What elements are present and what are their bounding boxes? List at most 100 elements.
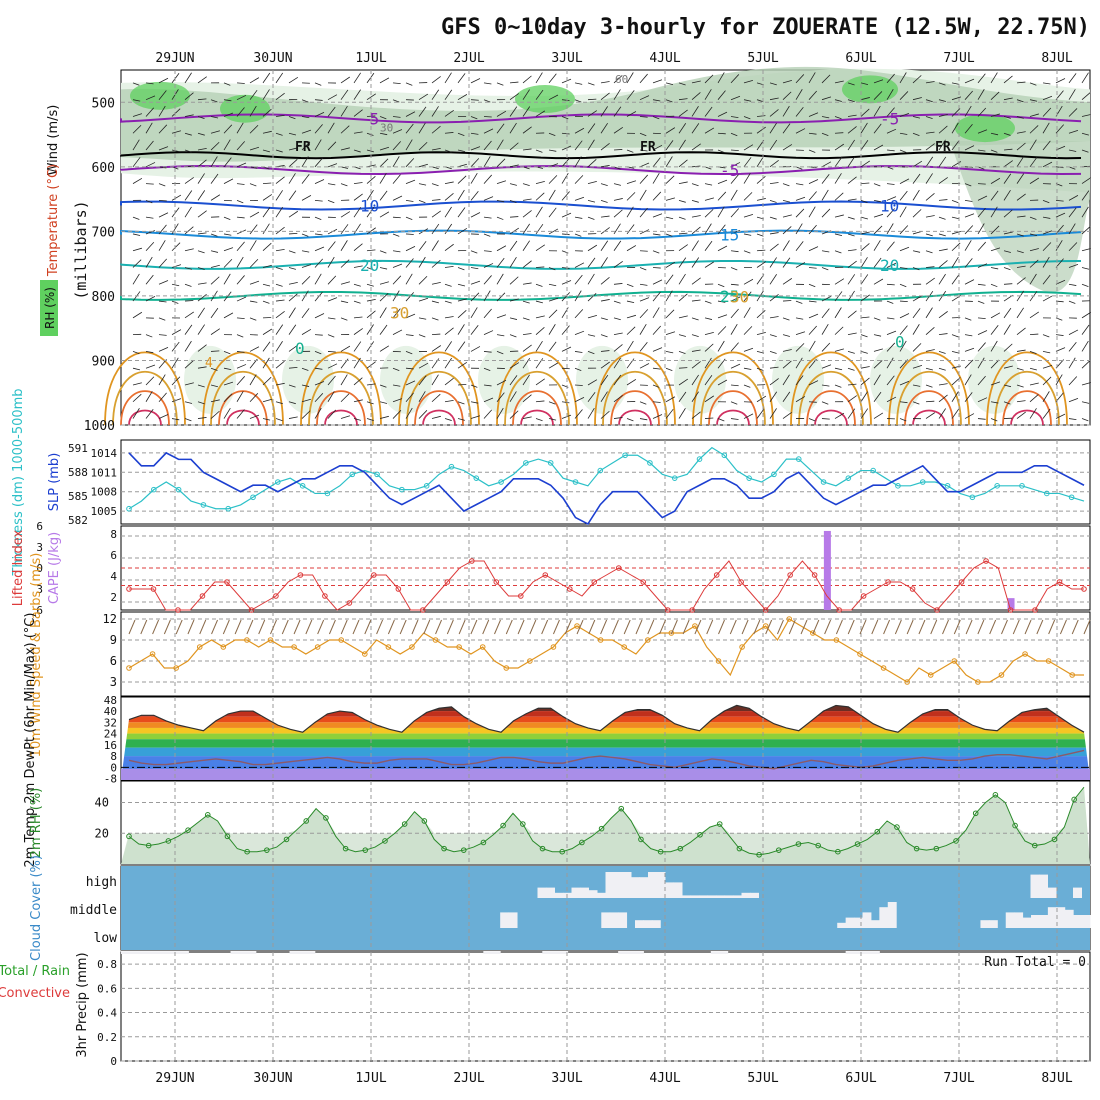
wind-barb bbox=[444, 223, 453, 235]
thickness-line-point bbox=[547, 460, 554, 466]
wind-barb bbox=[470, 132, 479, 135]
wind-barb bbox=[938, 216, 946, 220]
wind-barb bbox=[730, 418, 739, 420]
thickness-line-point bbox=[1019, 483, 1025, 489]
wind-barb bbox=[587, 351, 595, 355]
wind-barb bbox=[483, 330, 494, 336]
wind-barb bbox=[808, 149, 816, 153]
wind-barb bbox=[548, 362, 559, 369]
lifted-index-line-point bbox=[762, 607, 769, 613]
warm-contour bbox=[912, 409, 946, 426]
wind-barb bbox=[301, 410, 311, 419]
wind-barb bbox=[769, 257, 777, 268]
wind-barb bbox=[600, 374, 609, 386]
wind-barb bbox=[873, 391, 882, 402]
cape-bar bbox=[823, 530, 831, 610]
wind-barb bbox=[418, 141, 428, 151]
thickness-line-point bbox=[895, 483, 901, 489]
wind-barb bbox=[470, 99, 479, 101]
wind-barb bbox=[834, 348, 844, 352]
wind-barb bbox=[860, 334, 868, 338]
wind-barb bbox=[574, 262, 585, 268]
wind-barb bbox=[613, 394, 623, 403]
wind-barb bbox=[1081, 382, 1091, 386]
wind-barb bbox=[769, 294, 779, 302]
wind-barb bbox=[886, 241, 895, 251]
wind-barb bbox=[327, 200, 335, 204]
wind-barb bbox=[639, 189, 647, 201]
warm-contour bbox=[210, 371, 276, 426]
wind-barb bbox=[652, 233, 661, 236]
wind-barb bbox=[366, 207, 375, 218]
wind-barb bbox=[899, 380, 910, 386]
wind-barb bbox=[444, 193, 454, 201]
wind-barb-10m bbox=[694, 619, 702, 635]
wind-barb bbox=[223, 233, 232, 236]
thickness-line-point bbox=[994, 483, 1000, 489]
wind-barb bbox=[145, 296, 156, 302]
wind-barb bbox=[223, 407, 231, 419]
wind-barb bbox=[457, 94, 468, 101]
wind-barb bbox=[626, 300, 635, 304]
wind-barb bbox=[327, 241, 336, 251]
wind-barb bbox=[691, 411, 701, 419]
wind-barb bbox=[535, 300, 543, 304]
wind-barb bbox=[184, 283, 192, 287]
wind-speed-line-point bbox=[833, 637, 840, 643]
wind-barb bbox=[314, 246, 325, 252]
cloud-bar bbox=[733, 895, 742, 898]
wind-barb bbox=[600, 299, 610, 302]
wind-barb bbox=[678, 334, 686, 337]
wind-barb bbox=[132, 99, 141, 102]
wind-barb bbox=[860, 231, 870, 235]
wind-barb bbox=[782, 360, 792, 369]
wind-barb bbox=[808, 283, 816, 288]
wind-barb bbox=[262, 89, 270, 100]
wind-barb bbox=[860, 408, 869, 419]
wind-barb bbox=[1068, 341, 1077, 352]
wind-barb bbox=[288, 250, 296, 254]
wind-barb bbox=[613, 166, 621, 170]
cloud-bar bbox=[1073, 915, 1083, 928]
wind-barb bbox=[730, 342, 739, 352]
wind-barb bbox=[327, 106, 336, 117]
wind-barb bbox=[444, 72, 452, 84]
wind-barb bbox=[483, 409, 492, 419]
wind-barb bbox=[782, 123, 791, 134]
wind-barb-10m bbox=[635, 619, 643, 635]
wind-barb bbox=[730, 174, 739, 184]
rh-line-point bbox=[657, 848, 664, 855]
wind-barb bbox=[639, 323, 647, 335]
wind-barb-10m bbox=[435, 619, 443, 635]
wind-barb bbox=[262, 194, 273, 201]
wind-barb bbox=[535, 149, 543, 153]
rh-line-point bbox=[677, 845, 684, 852]
wind-barb bbox=[314, 139, 322, 151]
wind-barb bbox=[184, 92, 194, 100]
wind-barb bbox=[821, 418, 830, 420]
wind-barb bbox=[951, 82, 960, 85]
wind-barb bbox=[535, 244, 546, 252]
warm-contour bbox=[806, 390, 856, 426]
wind-barb bbox=[860, 274, 869, 285]
wind-barb-10m bbox=[317, 619, 325, 635]
wind-barb bbox=[743, 307, 751, 319]
wind-barb bbox=[158, 334, 167, 336]
wind-barb bbox=[886, 375, 895, 386]
wind-barb bbox=[249, 77, 260, 84]
wind-barb bbox=[223, 247, 234, 252]
thickness-line-point bbox=[771, 471, 777, 478]
wind-barb bbox=[1068, 418, 1077, 421]
wind-barb bbox=[262, 376, 272, 386]
wind-barb bbox=[600, 240, 609, 251]
wind-barb-10m bbox=[588, 619, 596, 635]
upper-air-panel bbox=[104, 66, 1092, 426]
wind-barb bbox=[808, 380, 819, 386]
wind-barb bbox=[470, 146, 481, 151]
wind-barb bbox=[925, 233, 933, 237]
cloud-bar bbox=[648, 872, 657, 898]
wind-barb bbox=[366, 341, 375, 352]
wind-barb bbox=[288, 384, 296, 388]
wind-barb bbox=[847, 260, 857, 268]
